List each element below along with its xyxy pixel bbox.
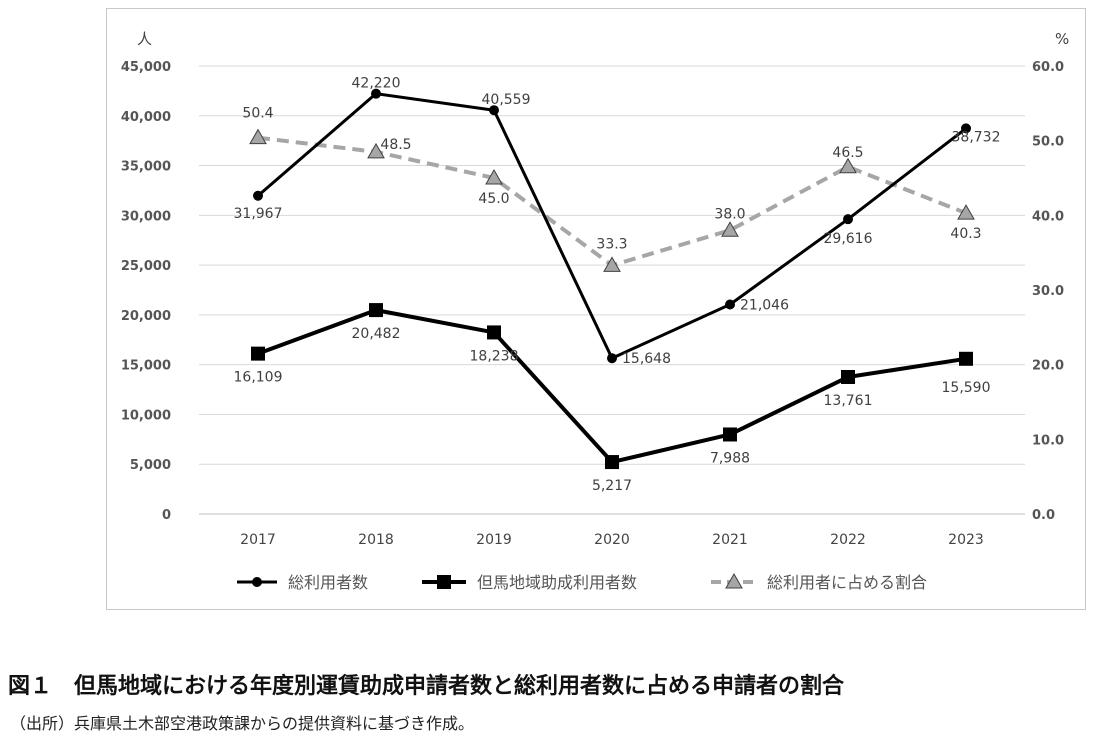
tajima-users-point [487,325,501,340]
y-right-tick-label: 10.0 [1032,433,1064,448]
ratio-point [603,256,621,272]
total-users-label: 40,559 [482,92,531,108]
tajima-users-label: 13,761 [824,393,873,409]
legend-ratio-label: 総利用者に占める割合 [767,573,927,592]
tajima-users-label: 5,217 [592,478,632,494]
ratio-label: 48.5 [380,137,411,153]
legend-ratio-marker [725,572,743,589]
total-users-point [489,105,499,116]
ratio-label: 45.0 [478,191,509,207]
tajima-users-label: 7,988 [710,450,750,466]
figure-caption: 図１ 但馬地域における年度別運賃助成申請者数と総利用者数に占める申請者の割合 [8,674,845,699]
ratio-point [485,168,503,185]
tajima-users-point [369,303,383,318]
tajima-users-point [605,455,619,470]
ratio-label: 33.3 [596,236,627,252]
y-right-tick-label: 40.0 [1032,209,1064,224]
ratio-label: 40.3 [950,226,981,242]
y-left-tick-label: 30,000 [121,209,171,224]
legend: 総利用者数 但馬地域助成利用者数 総利用者に占める割合 [237,572,927,592]
y-left-tick-label: 0 [162,508,171,523]
total-users-label: 38,732 [952,129,1001,145]
y-right-tick-label: 60.0 [1032,60,1064,75]
data-labels: 31,967 42,220 40,559 15,648 21,046 29,616 38,7… [234,76,1001,494]
y-left-tick-label: 35,000 [121,160,171,175]
y-left-tick-label: 20,000 [121,309,171,324]
total-users-label: 29,616 [824,231,873,247]
tajima-users-point [251,346,265,361]
y-left-tick-label: 40,000 [121,110,171,125]
y-left-tick-label: 25,000 [121,259,171,274]
series [249,88,975,470]
tajima-users-label: 15,590 [942,380,991,396]
x-tick-label: 2022 [830,532,866,548]
y-left-tick-label: 15,000 [121,359,171,374]
y-right-unit: % [1055,30,1069,48]
y-left-tick-label: 10,000 [121,408,171,423]
total-users-label: 31,967 [234,206,283,222]
x-tick-label: 2018 [358,532,394,548]
legend-total-users-label: 総利用者数 [288,573,368,592]
ratio-point [839,157,857,174]
chart-frame: 0 5,000 10,000 15,000 20,000 25,000 30,000 35,0… [106,8,1086,610]
y-left-tick-label: 5,000 [130,458,171,473]
total-users-label: 21,046 [740,297,789,313]
x-tick-label: 2023 [948,532,984,548]
tajima-users-label: 18,238 [470,348,519,364]
source-note: （出所）兵庫県土木部空港政策課からの提供資料に基づき作成。 [10,714,475,733]
y-left-unit: 人 [137,30,152,48]
y-right-tick-label: 50.0 [1032,135,1064,150]
total-users-point [725,299,735,310]
x-tick-label: 2021 [712,532,748,548]
y-right-tick-label: 20.0 [1032,359,1064,374]
y-left-tick-label: 45,000 [121,60,171,75]
gridlines [199,65,1025,515]
ratio-label: 50.4 [242,106,273,122]
y-right-tick-label: 30.0 [1032,284,1064,299]
ratio-point [957,204,975,220]
y-right-tick-label: 0.0 [1032,508,1055,523]
tajima-users-point [841,370,855,385]
chart-svg: 0 5,000 10,000 15,000 20,000 25,000 30,000 35,0… [121,30,1069,592]
total-users-point [253,190,263,201]
legend-tajima-users-marker [437,575,451,589]
axes: 0 5,000 10,000 15,000 20,000 25,000 30,000 35,0… [121,30,1069,548]
ratio-label: 46.5 [832,145,863,161]
x-tick-label: 2020 [594,532,630,548]
total-users-point [843,214,853,225]
ratio-point [249,128,267,145]
total-users-point [961,123,971,134]
x-tick-label: 2017 [240,532,276,548]
tajima-users-point [723,427,737,442]
tajima-users-label: 20,482 [352,326,401,342]
legend-tajima-users-label: 但馬地域助成利用者数 [477,573,637,592]
legend-total-users-marker [252,577,262,587]
total-users-point [371,88,381,99]
ratio-point [367,142,385,159]
tajima-users-label: 16,109 [234,370,283,386]
total-users-label: 42,220 [352,76,401,92]
ratio-point [721,221,739,237]
total-users-point [607,353,617,364]
tajima-users-point [959,351,973,366]
total-users-line [257,92,967,360]
ratio-label: 38.0 [714,206,745,222]
total-users-label: 15,648 [622,351,671,367]
x-tick-label: 2019 [476,532,512,548]
